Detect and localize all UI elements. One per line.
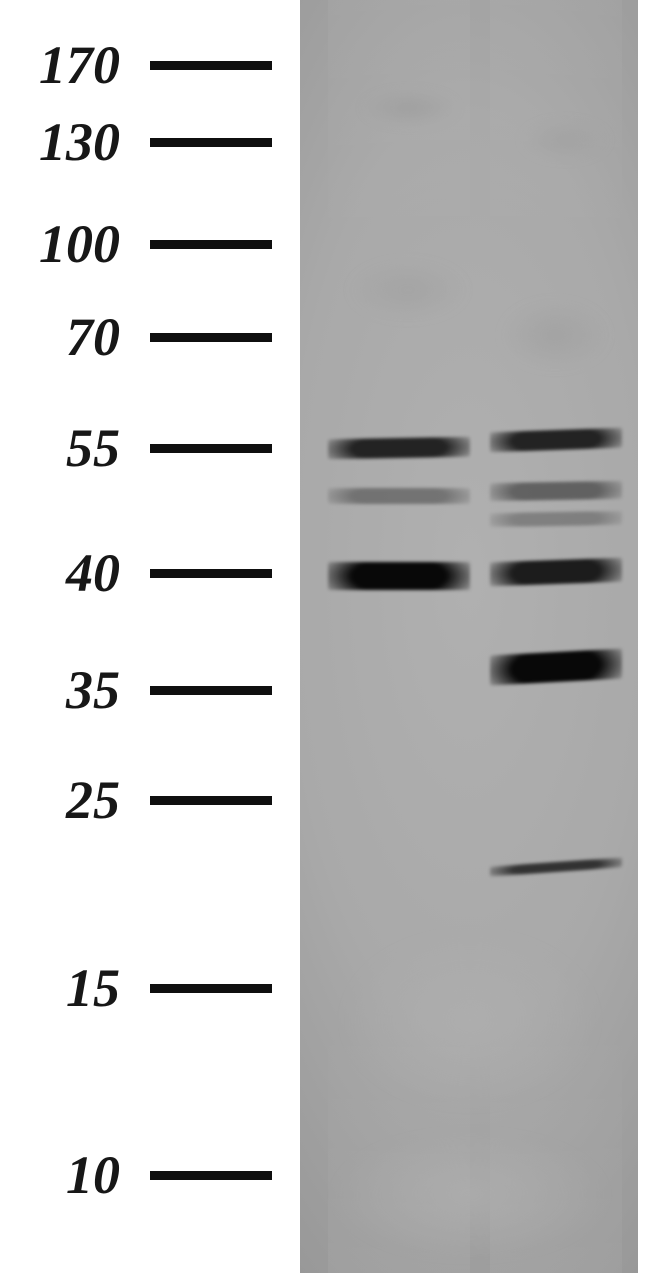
mw-marker-row: 130 (0, 115, 272, 169)
mw-marker-label: 40 (0, 546, 120, 600)
mw-marker-row: 10 (0, 1148, 272, 1202)
blot-noise-smudge (520, 120, 610, 160)
blot-noise-smudge (360, 90, 460, 126)
blot-band (328, 562, 470, 590)
mw-marker-label: 70 (0, 310, 120, 364)
mw-marker-label: 10 (0, 1148, 120, 1202)
blot-band (328, 437, 470, 459)
mw-marker-label: 130 (0, 115, 120, 169)
mw-marker-tick (150, 444, 272, 453)
blot-band (490, 511, 622, 527)
mw-marker-row: 40 (0, 546, 272, 600)
western-blot-strip (300, 0, 638, 1273)
mw-marker-row: 35 (0, 663, 272, 717)
mw-marker-tick (150, 796, 272, 805)
blot-band (328, 488, 470, 504)
mw-marker-tick (150, 569, 272, 578)
mw-marker-tick (150, 686, 272, 695)
mw-marker-label: 25 (0, 773, 120, 827)
mw-marker-tick (150, 984, 272, 993)
mw-marker-label: 15 (0, 961, 120, 1015)
blot-noise-smudge (500, 300, 610, 370)
mw-marker-tick (150, 333, 272, 342)
blot-noise-smudge (330, 1130, 610, 1260)
blot-band (490, 481, 622, 501)
mw-marker-tick (150, 1171, 272, 1180)
blot-noise-smudge (340, 930, 600, 1110)
mw-marker-tick (150, 61, 272, 70)
blot-noise-smudge (348, 260, 468, 320)
mw-marker-label: 55 (0, 421, 120, 475)
mw-marker-tick (150, 240, 272, 249)
mw-marker-tick (150, 138, 272, 147)
mw-marker-label: 35 (0, 663, 120, 717)
mw-marker-row: 170 (0, 38, 272, 92)
mw-marker-label: 100 (0, 217, 120, 271)
figure-canvas: 170 130 100 70 55 40 35 25 15 10 (0, 0, 650, 1273)
mw-marker-row: 55 (0, 421, 272, 475)
mw-marker-row: 15 (0, 961, 272, 1015)
mw-marker-label: 170 (0, 38, 120, 92)
mw-marker-row: 70 (0, 310, 272, 364)
mw-marker-row: 100 (0, 217, 272, 271)
mw-marker-row: 25 (0, 773, 272, 827)
blot-band (490, 558, 622, 587)
